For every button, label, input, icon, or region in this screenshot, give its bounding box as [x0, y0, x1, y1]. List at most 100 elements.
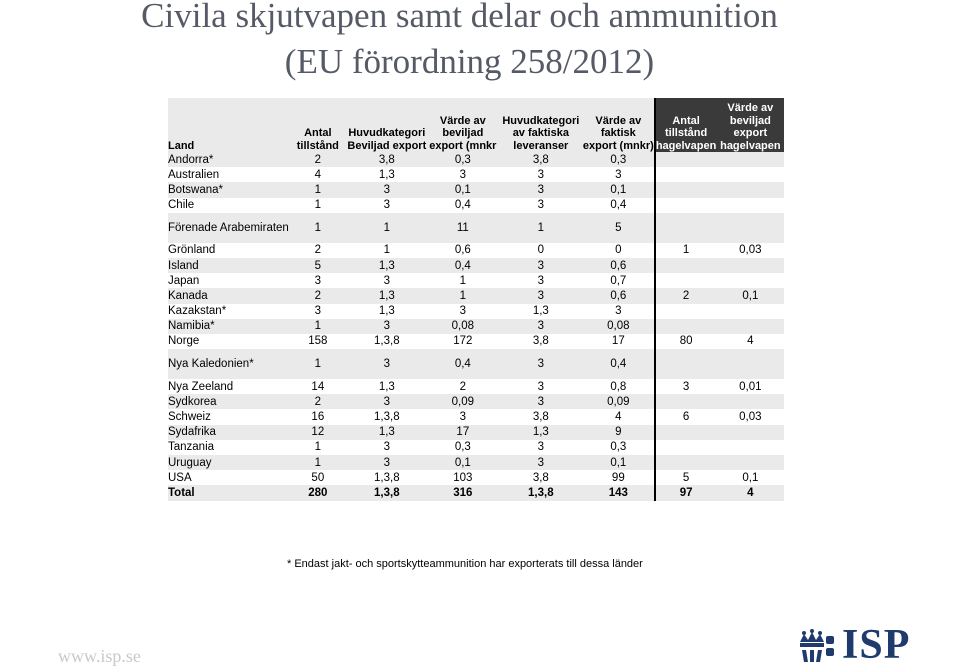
- cell-antal-hagelvapen: [654, 257, 717, 274]
- cell-varde-hagelvapen: [716, 212, 785, 243]
- cell-varde-hagelvapen: 0,1: [716, 288, 785, 304]
- cell-huvudkategori-beviljad: 1,3: [346, 288, 427, 304]
- cell-land: Botswana*: [168, 182, 289, 198]
- cell-antal-hagelvapen: [654, 182, 717, 198]
- cell-land: Tanzania: [168, 441, 215, 454]
- cell-huvudkategori-beviljad: 3: [383, 199, 391, 212]
- cell-huvudkategori-leveranser: 3: [537, 380, 545, 393]
- cell-varde-hagelvapen: 0,03: [739, 411, 762, 424]
- cell-varde-beviljad: 0,08: [426, 318, 499, 334]
- cell-huvudkategori-leveranser: 3: [537, 168, 545, 181]
- cell-varde-beviljad: 316: [426, 485, 499, 501]
- cell-varde-hagelvapen: 0,03: [739, 244, 762, 257]
- cell-land: Kanada: [168, 288, 289, 304]
- table-row: Grönland 2 1 0,6 0 0 1 0,03: [168, 242, 784, 258]
- cell-huvudkategori-leveranser: 3,8: [498, 152, 583, 168]
- cell-antal-hagelvapen: [655, 167, 717, 182]
- cell-huvudkategori-leveranser: 3,8: [532, 335, 549, 348]
- cell-varde-hagelvapen: [716, 440, 784, 455]
- cell-varde-faktisk: 0,7: [582, 273, 656, 289]
- cell-antal-tillstand: 1: [314, 199, 322, 212]
- cell-antal-hagelvapen: [654, 455, 717, 471]
- cell-varde-beviljad: 0,09: [426, 394, 499, 410]
- cell-varde-faktisk: 0,4: [582, 197, 656, 213]
- website-url[interactable]: www.isp.se: [58, 646, 141, 666]
- total-row: Total 280 1,3,8 316 1,3,8 143 97 4: [168, 485, 785, 501]
- cell-antal-hagelvapen: 80: [679, 335, 693, 348]
- cell-antal-hagelvapen: 5: [682, 471, 690, 484]
- table-row: Namibia* 1 3 0,08 3 0,08: [168, 318, 785, 334]
- table-body: Andorra* 2 3,8 0,3 3,8 0,3 Australien 4 1,3 3 3 3 Bo…: [168, 152, 785, 501]
- cell-varde-faktisk: 0,6: [582, 288, 656, 304]
- cell-antal-tillstand: 1: [314, 441, 322, 454]
- cell-huvudkategori-beviljad: 1: [346, 212, 427, 243]
- cell-varde-hagelvapen: 4: [716, 485, 785, 501]
- cell-antal-tillstand: 5: [288, 257, 347, 274]
- cell-varde-faktisk: 3: [582, 303, 656, 319]
- cell-land: Chile: [168, 199, 195, 212]
- cell-varde-hagelvapen: 0,1: [742, 471, 759, 484]
- cell-varde-beviljad: 3: [459, 168, 467, 181]
- cell-antal-tillstand: 2: [288, 394, 347, 410]
- cell-huvudkategori-beviljad: 3,8: [346, 152, 427, 168]
- cell-land: Andorra*: [168, 152, 289, 168]
- cell-antal-tillstand: 1: [288, 212, 347, 243]
- table-row: Japan 3 3 1 3 0,7: [168, 273, 784, 289]
- cell-land: USA: [168, 471, 192, 484]
- cell-land: Sydafrika: [168, 424, 289, 440]
- cell-land: Grönland: [168, 244, 216, 257]
- cell-antal-tillstand: 12: [288, 424, 347, 440]
- footnote: * Endast jakt- och sportskytteammunition…: [287, 558, 643, 570]
- cell-varde-beviljad: 0,3: [426, 152, 499, 168]
- cell-varde-hagelvapen: [716, 349, 785, 380]
- cell-land: Namibia*: [168, 318, 289, 334]
- cell-varde-beviljad: 0,4: [426, 257, 499, 274]
- cell-huvudkategori-leveranser: 3: [498, 318, 583, 334]
- cell-varde-faktisk: 0,8: [582, 379, 656, 395]
- cell-huvudkategori-leveranser: 3: [498, 349, 583, 380]
- cell-huvudkategori-leveranser: 3: [498, 394, 583, 410]
- table-row: Botswana* 1 3 0,1 3 0,1: [168, 182, 785, 198]
- table-row: Schweiz 16 1,3,8 3 3,8 4 6 0,03: [168, 409, 784, 425]
- cell-varde-beviljad: 0,4: [454, 199, 471, 212]
- cell-antal-tillstand: 280: [288, 485, 347, 501]
- logo-text: ISP: [842, 622, 911, 668]
- cell-huvudkategori-beviljad: 1,3: [378, 305, 395, 318]
- cell-varde-hagelvapen: [716, 182, 785, 198]
- header-huvudkategori-beviljad: Huvudkategori Beviljad export: [346, 98, 427, 152]
- cell-huvudkategori-beviljad: 3: [383, 274, 391, 287]
- table-row: Nya Zeeland 14 1,3 2 3 0,8 3 0,01: [168, 379, 784, 395]
- cell-varde-beviljad: 172: [453, 335, 473, 348]
- page-title: Civila skjutvapen samt delar och ammunit…: [141, 0, 778, 35]
- cell-antal-hagelvapen: [654, 424, 717, 440]
- cell-huvudkategori-beviljad: 3: [383, 441, 391, 454]
- cell-varde-faktisk: 3: [582, 167, 656, 183]
- header-antal-hagelvapen: Antal tillstånd hagelvapen: [654, 98, 717, 152]
- header-huvudkategori-leveranser: Huvudkategori av faktiska leveranser: [498, 98, 583, 152]
- table-row: Nya Kaledonien* 1 3 0,4 3 0,4: [168, 349, 785, 380]
- cell-antal-tillstand: 1: [288, 318, 347, 334]
- cell-varde-hagelvapen: [716, 152, 785, 168]
- cell-huvudkategori-leveranser: 1,3,8: [498, 485, 583, 501]
- header-land: Land: [168, 98, 289, 152]
- cell-land: Japan: [168, 274, 200, 287]
- table-row: Uruguay 1 3 0,1 3 0,1: [168, 455, 785, 471]
- cell-varde-faktisk: 0,1: [582, 455, 656, 471]
- cell-land: Förenade Arabemiraten: [168, 212, 289, 243]
- cell-varde-faktisk: 0,4: [582, 349, 656, 380]
- cell-huvudkategori-beviljad: 1,3: [346, 257, 427, 274]
- cell-land: Uruguay: [168, 455, 289, 471]
- cell-land: Nya Zeeland: [168, 380, 234, 393]
- cell-huvudkategori-beviljad: 1: [383, 244, 391, 257]
- cell-huvudkategori-leveranser: 3,8: [532, 411, 549, 424]
- cell-antal-hagelvapen: 3: [682, 380, 690, 393]
- cell-huvudkategori-leveranser: 1,3: [532, 305, 549, 318]
- table-row: Sydafrika 12 1,3 17 1,3 9: [168, 424, 785, 440]
- cell-varde-faktisk: 0,6: [582, 257, 656, 274]
- cell-antal-tillstand: 2: [288, 288, 347, 304]
- cell-antal-tillstand: 3: [314, 305, 322, 318]
- cell-land: Australien: [168, 168, 220, 181]
- cell-huvudkategori-leveranser: 3: [537, 274, 545, 287]
- cell-huvudkategori-beviljad: 1,3,8: [374, 471, 400, 484]
- cell-huvudkategori-beviljad: 1,3: [378, 168, 395, 181]
